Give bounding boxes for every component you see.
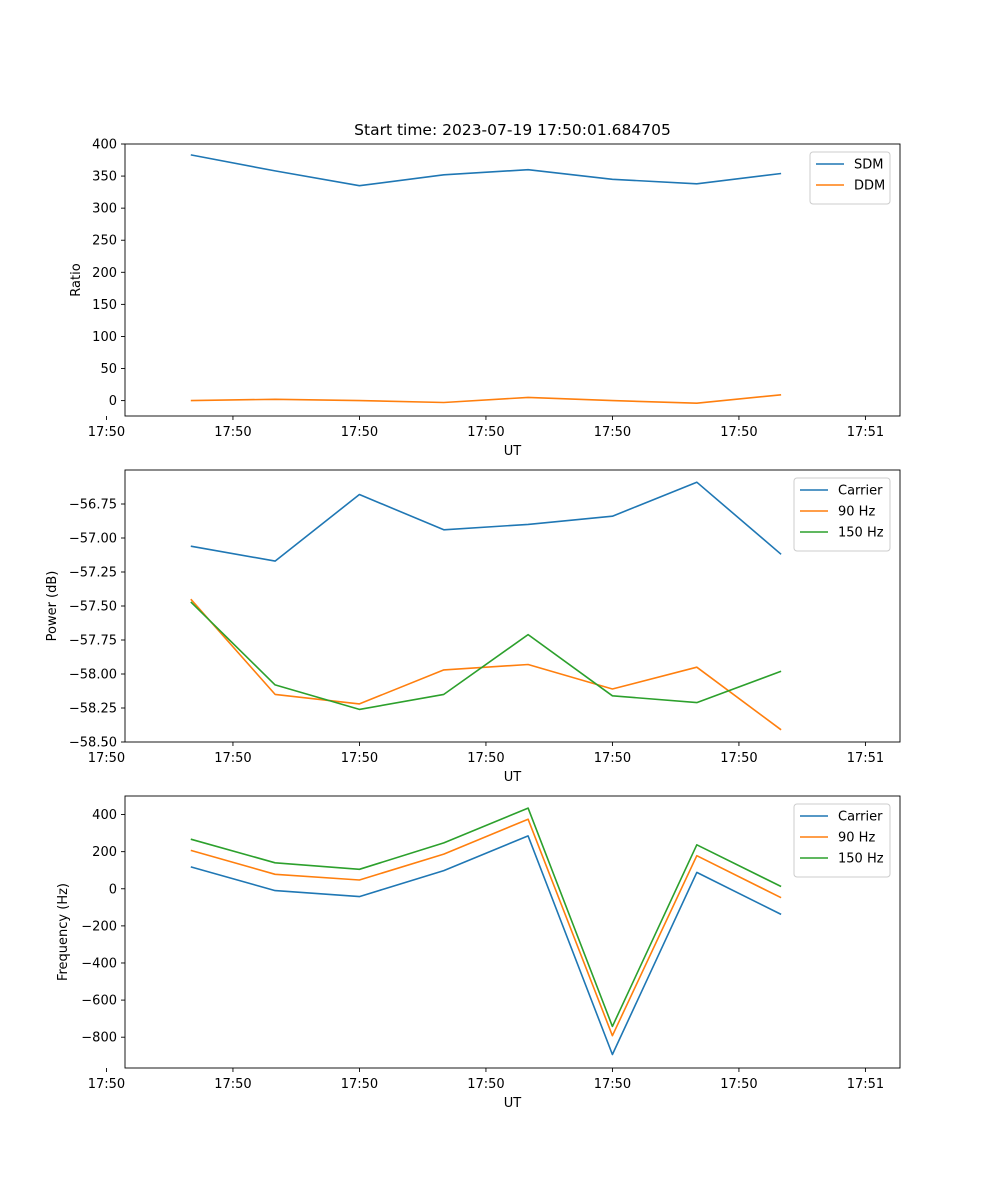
legend-box: [809, 151, 891, 205]
y-tick-label: 400: [92, 138, 117, 153]
legend-label: 90 Hz: [838, 831, 875, 846]
legend-label: Carrier: [838, 484, 883, 499]
legend-label: 90 Hz: [838, 505, 875, 520]
x-tick-label: 17:50: [214, 1077, 251, 1092]
x-tick-label: 17:51: [847, 751, 884, 766]
y-tick-label: −57.25: [69, 566, 117, 581]
x-tick-label: 17:50: [594, 425, 631, 440]
y-tick-label: 150: [92, 298, 117, 313]
x-tick-label: 17:50: [720, 751, 757, 766]
y-tick-label: 400: [92, 808, 117, 823]
y-tick-label: 250: [92, 234, 117, 249]
y-tick-label: −56.75: [69, 498, 117, 513]
x-axis-label: UT: [504, 1096, 522, 1111]
x-tick-label: 17:50: [341, 751, 378, 766]
x-tick-label: 17:50: [467, 751, 504, 766]
plot-frame: [124, 795, 901, 1069]
y-tick-label: −58.25: [69, 702, 117, 717]
y-tick-label: 300: [92, 202, 117, 217]
plot-frame: [124, 143, 901, 417]
y-tick-label: −57.75: [69, 634, 117, 649]
y-tick-label: −600: [81, 994, 117, 1009]
y-tick-label: −200: [81, 919, 117, 934]
x-tick-label: 17:50: [88, 1077, 125, 1092]
y-tick-label: 0: [109, 882, 117, 897]
y-axis-label: Power (dB): [45, 571, 60, 642]
x-tick-label: 17:50: [88, 751, 125, 766]
x-tick-label: 17:51: [847, 1077, 884, 1092]
chart-panel-2: 17:50 17:50 17:50 17:50 17:50 17:50 17:51 −58.5…: [45, 469, 901, 785]
y-axis-label: Frequency (Hz): [56, 883, 71, 981]
x-tick-label: 17:50: [88, 425, 125, 440]
y-tick-label: −800: [81, 1031, 117, 1046]
legend-label: DDM: [854, 179, 885, 194]
chart-title: Start time: 2023-07-19 17:50:01.684705: [354, 121, 671, 139]
series-line-sdm: [190, 154, 782, 187]
series-line-carrier: [190, 481, 782, 562]
legend-label: Carrier: [838, 810, 883, 825]
series-line-ddm: [190, 394, 782, 405]
x-tick-label: 17:50: [467, 1077, 504, 1092]
y-axis-label: Ratio: [69, 263, 84, 296]
x-tick-label: 17:50: [341, 1077, 378, 1092]
series-line-150-hz: [190, 807, 782, 1028]
series-line-150-hz: [190, 601, 782, 711]
series-line-90-hz: [190, 818, 782, 1037]
series-line-90-hz: [190, 598, 782, 731]
x-tick-label: 17:50: [720, 1077, 757, 1092]
legend-label: 150 Hz: [838, 852, 884, 867]
x-axis-label: UT: [504, 770, 522, 785]
y-tick-label: 100: [92, 330, 117, 345]
y-tick-label: −58.00: [69, 668, 117, 683]
chart-panel-1: 17:50 17:50 17:50 17:50 17:50 17:50 17:51 0 50 10…: [69, 121, 901, 459]
x-tick-label: 17:50: [341, 425, 378, 440]
y-tick-label: 200: [92, 845, 117, 860]
x-tick-label: 17:50: [214, 425, 251, 440]
x-tick-label: 17:50: [720, 425, 757, 440]
y-tick-label: −57.50: [69, 600, 117, 615]
y-tick-label: 0: [109, 394, 117, 409]
y-tick-label: 50: [100, 362, 117, 377]
x-axis-label: UT: [504, 444, 522, 459]
x-tick-label: 17:50: [594, 751, 631, 766]
y-tick-label: −57.00: [69, 532, 117, 547]
series-line-carrier: [190, 835, 782, 1056]
y-tick-label: 350: [92, 170, 117, 185]
y-tick-label: 200: [92, 266, 117, 281]
x-tick-label: 17:50: [594, 1077, 631, 1092]
legend-label: SDM: [854, 158, 883, 173]
legend-label: 150 Hz: [838, 526, 884, 541]
y-tick-label: −58.50: [69, 736, 117, 751]
y-tick-label: −400: [81, 956, 117, 971]
x-tick-label: 17:51: [847, 425, 884, 440]
x-tick-label: 17:50: [214, 751, 251, 766]
x-tick-label: 17:50: [467, 425, 504, 440]
chart-panel-3: 17:50 17:50 17:50 17:50 17:50 17:50 17:51 −800 −…: [56, 795, 901, 1111]
